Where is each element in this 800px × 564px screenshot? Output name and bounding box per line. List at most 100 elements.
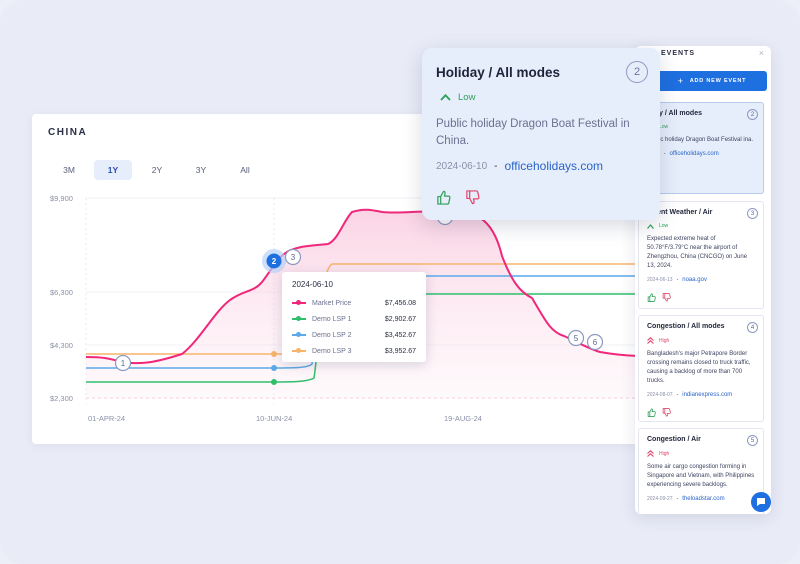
event-votes [647, 289, 755, 307]
x-tick-label: 10-JUN-24 [256, 414, 292, 423]
events-panel: EVENTS × + ADD NEW EVENT liday / All mod… [635, 46, 771, 514]
double-chevron-up-icon [647, 337, 654, 344]
event-description: Public holiday Dragon Boat Festival ina. [647, 137, 754, 143]
svg-text:1: 1 [121, 359, 126, 368]
meta-separator: - [676, 277, 679, 283]
popup-source-link[interactable]: officeholidays.com [504, 159, 604, 173]
popup-date: 2024-06-10 [436, 160, 488, 172]
hover-point-demo-lsp-1 [271, 379, 277, 385]
meta-separator: - [676, 392, 679, 398]
thumbs-down-icon[interactable] [465, 190, 480, 210]
popup-event-number: 2 [626, 61, 648, 83]
range-tab-1y[interactable]: 1Y [94, 160, 132, 180]
severity-low: Low [647, 223, 755, 229]
event-title: liday / All modes [647, 110, 702, 117]
event-source-link[interactable]: officeholidays.com [669, 151, 719, 157]
event-popup: Holiday / All modes 2 Low Public holiday… [422, 48, 660, 220]
svg-text:5: 5 [574, 334, 579, 343]
chevron-up-icon [647, 223, 654, 229]
y-tick-label: $4,300 [50, 341, 73, 350]
event-title: ement Weather / Air [647, 209, 713, 216]
double-chevron-up-icon [647, 450, 654, 457]
tooltip-value: $7,456.08 [384, 299, 416, 307]
event-number: 4 [747, 322, 758, 333]
event-marker-1[interactable]: 1 [114, 354, 132, 372]
tooltip-date: 2024-06-10 [292, 280, 333, 289]
meta-separator: - [676, 496, 679, 502]
popup-votes [436, 190, 494, 210]
thumbs-up-icon[interactable] [647, 404, 656, 422]
event-marker-3[interactable]: 3 [284, 248, 302, 266]
tooltip-value: $3,452.67 [384, 331, 416, 339]
event-title: Congestion / Air [647, 436, 701, 443]
hover-point-demo-lsp-3 [271, 351, 277, 357]
event-date: 2024-08-07 [647, 392, 673, 398]
tooltip-value: $2,902.67 [384, 315, 416, 323]
range-tab-all[interactable]: All [240, 165, 250, 175]
tooltip-label: Market Price [312, 299, 352, 307]
severity-label: Low [659, 124, 669, 130]
chart-title: CHINA [48, 127, 88, 138]
tooltip-row: Demo LSP 3 $3,952.67 [292, 343, 416, 359]
svg-text:6: 6 [593, 338, 598, 347]
chat-button[interactable] [751, 492, 771, 512]
event-number: 2 [747, 109, 758, 120]
event-meta: 2024-09-27 - theloadstar.com [647, 496, 755, 502]
event-marker-6[interactable]: 6 [586, 333, 604, 351]
y-tick-label: $9,900 [50, 194, 73, 203]
series-line-market-price [85, 208, 644, 365]
svg-text:3: 3 [291, 253, 296, 262]
hover-point-demo-lsp-2 [271, 365, 277, 371]
tooltip-label: Demo LSP 1 [312, 315, 352, 323]
legend-swatch [292, 348, 306, 353]
event-card[interactable]: Congestion / All modes 4 High Bangladesh… [638, 315, 764, 422]
event-date: 2024-09-27 [647, 496, 673, 502]
thumbs-down-icon[interactable] [662, 404, 671, 422]
severity-label: High [659, 337, 670, 344]
x-tick-label: 19-AUG-24 [444, 414, 482, 423]
legend-swatch [292, 300, 306, 305]
severity-high: High [647, 450, 755, 457]
y-tick-label: $2,300 [50, 394, 73, 403]
plus-icon: + [677, 76, 684, 86]
tooltip-row: Market Price $7,456.08 [292, 295, 416, 311]
tooltip-value: $3,952.67 [384, 347, 416, 355]
range-tab-3y[interactable]: 3Y [195, 165, 207, 175]
legend-swatch [292, 316, 306, 321]
y-tick-label: $6,300 [50, 288, 73, 297]
tooltip-label: Demo LSP 2 [312, 331, 352, 339]
popup-description: Public holiday Dragon Boat Festival in C… [436, 118, 630, 147]
severity-label: Low [458, 92, 476, 103]
tooltip-label: Demo LSP 3 [312, 347, 352, 355]
close-icon[interactable]: × [758, 48, 764, 58]
thumbs-up-icon[interactable] [647, 289, 656, 307]
svg-text:2: 2 [272, 257, 277, 266]
event-source-link[interactable]: indianexpress.com [682, 392, 733, 398]
tooltip-row: Demo LSP 2 $3,452.67 [292, 327, 416, 343]
chevron-up-icon [440, 94, 451, 101]
event-source-link[interactable]: theloadstar.com [682, 496, 725, 502]
range-tab-3m[interactable]: 3M [63, 165, 75, 175]
popup-title: Holiday / All modes [436, 65, 561, 80]
severity-label: High [659, 450, 670, 457]
event-card[interactable]: ement Weather / Air 3 Low Expected extre… [638, 201, 764, 309]
event-meta: 2024-06-13 - noaa.gov [647, 277, 755, 283]
chart-tooltip: 2024-06-10 Market Price $7,456.08 Demo L… [282, 272, 426, 362]
popup-meta: 2024-06-10 - officeholidays.com [436, 159, 603, 173]
event-card[interactable]: Congestion / Air 5 High Some air cargo c… [638, 428, 764, 514]
x-tick-label: 01-APR-24 [88, 414, 125, 423]
chat-icon [757, 498, 765, 506]
range-tab-2y[interactable]: 2Y [151, 165, 163, 175]
severity-label: Low [659, 223, 669, 229]
thumbs-up-icon[interactable] [436, 190, 451, 210]
event-source-link[interactable]: noaa.gov [682, 277, 707, 283]
event-marker-2[interactable]: 2 [262, 249, 286, 273]
legend-swatch [292, 332, 306, 337]
add-new-event-label: ADD NEW EVENT [689, 78, 747, 84]
event-title: Congestion / All modes [647, 323, 725, 330]
meta-separator: - [663, 151, 666, 157]
event-meta: 2024-08-07 - indianexpress.com [647, 392, 755, 398]
event-marker-5[interactable]: 5 [567, 329, 585, 347]
thumbs-down-icon[interactable] [662, 289, 671, 307]
add-new-event-button[interactable]: + ADD NEW EVENT [657, 71, 767, 91]
